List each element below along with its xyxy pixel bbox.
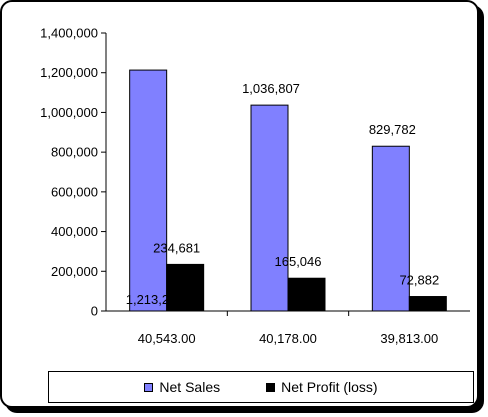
bar: [287, 277, 326, 312]
chart-legend: Net Sales Net Profit (loss): [48, 371, 474, 403]
x-tick-label: 40,178.00: [259, 331, 317, 346]
bar: [408, 296, 447, 312]
data-label: 234,681: [153, 240, 200, 255]
bar: [250, 104, 289, 312]
x-tick-label: 39,813.00: [380, 331, 438, 346]
legend-item-net-profit: Net Profit (loss): [266, 379, 378, 395]
y-tick-label: 400,000: [51, 224, 98, 239]
legend-label-net-sales: Net Sales: [159, 379, 221, 395]
legend-item-net-sales: Net Sales: [144, 379, 220, 395]
y-tick-label: 0: [91, 304, 98, 319]
data-label: 1,036,807: [242, 81, 300, 96]
legend-swatch-net-profit: [266, 382, 276, 392]
legend-label-net-profit: Net Profit (loss): [281, 379, 378, 395]
y-tick-label: 1,400,000: [40, 26, 98, 41]
y-tick-label: 200,000: [51, 264, 98, 279]
x-tick-label: 40,543.00: [138, 331, 196, 346]
data-label: 1,213,283: [126, 292, 184, 307]
bar: [129, 69, 168, 312]
legend-swatch-net-sales: [144, 382, 154, 392]
data-label: 72,882: [399, 273, 439, 288]
bar: [371, 145, 410, 312]
y-tick-label: 800,000: [51, 145, 98, 160]
y-tick-label: 1,200,000: [40, 65, 98, 80]
y-tick-label: 600,000: [51, 184, 98, 199]
y-tick-label: 1,000,000: [40, 105, 98, 120]
bar: [166, 263, 205, 312]
data-label: 165,046: [275, 254, 322, 269]
data-label: 829,782: [369, 122, 416, 137]
